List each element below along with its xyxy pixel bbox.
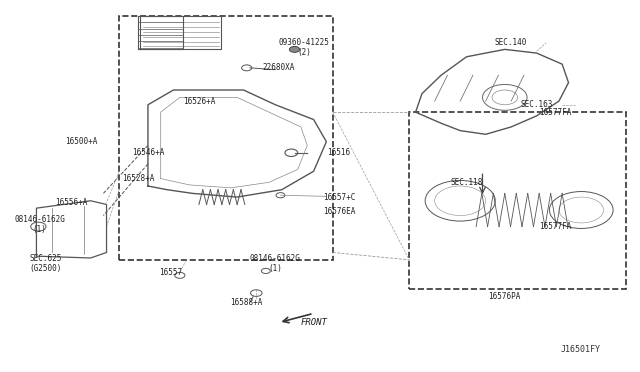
Bar xyxy=(409,112,626,289)
Text: 16557: 16557 xyxy=(159,268,182,277)
Text: 16526+A: 16526+A xyxy=(183,97,215,106)
Text: 16500+A: 16500+A xyxy=(65,137,97,146)
Text: 09360-41225
(2): 09360-41225 (2) xyxy=(278,38,330,57)
Text: 08146-6162G
(1): 08146-6162G (1) xyxy=(14,215,65,234)
Text: 16546+A: 16546+A xyxy=(132,148,164,157)
Text: 16556+A: 16556+A xyxy=(55,198,88,207)
Text: 16588+A: 16588+A xyxy=(230,298,263,307)
Text: J16501FY: J16501FY xyxy=(561,345,600,354)
Text: 16576EA: 16576EA xyxy=(323,207,355,217)
Bar xyxy=(119,16,333,260)
Text: 16557+C: 16557+C xyxy=(323,193,355,202)
Text: 16577FA: 16577FA xyxy=(540,222,572,231)
Text: SEC.118: SEC.118 xyxy=(451,178,483,187)
Text: 16516: 16516 xyxy=(328,148,351,157)
Circle shape xyxy=(289,46,300,52)
Text: 16528+A: 16528+A xyxy=(122,174,155,183)
Text: SEC.625
(G2500): SEC.625 (G2500) xyxy=(30,254,62,273)
Text: 22680XA: 22680XA xyxy=(262,63,295,72)
Text: FRONT: FRONT xyxy=(300,318,327,327)
Text: 16577FA: 16577FA xyxy=(540,108,572,117)
Text: 08146-6162G
(1): 08146-6162G (1) xyxy=(250,254,301,273)
Text: SEC.140: SEC.140 xyxy=(495,38,527,46)
Text: 16576PA: 16576PA xyxy=(488,292,521,301)
Text: SEC.163: SEC.163 xyxy=(520,100,553,109)
